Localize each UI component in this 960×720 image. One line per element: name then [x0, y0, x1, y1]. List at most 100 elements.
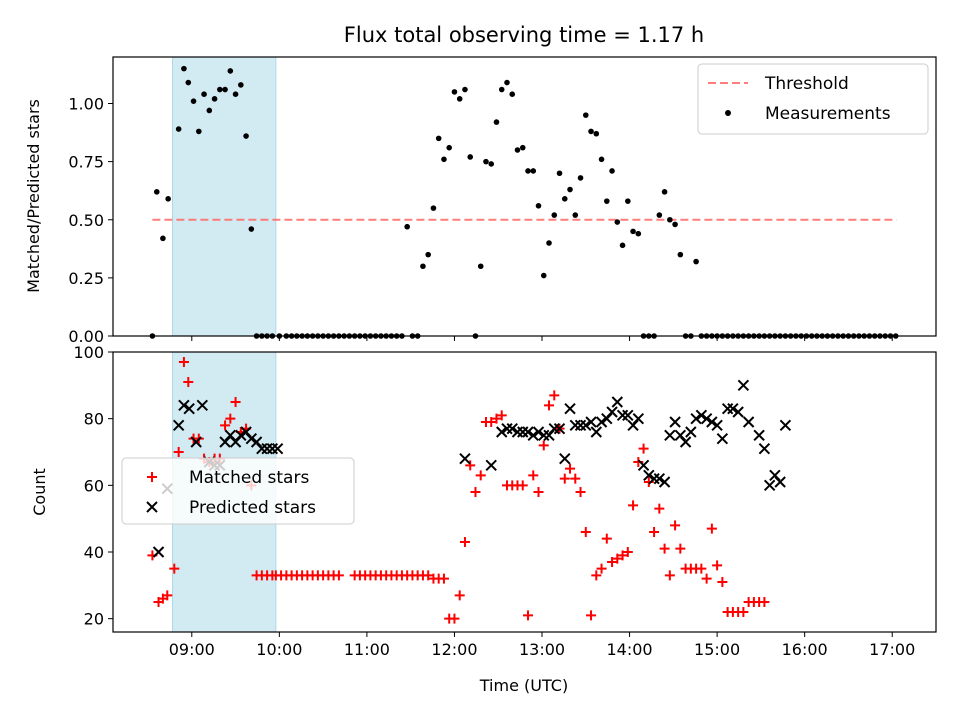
- measurement-point: [582, 112, 589, 118]
- predicted-stars-point: [716, 432, 729, 445]
- predicted-stars-point: [737, 379, 750, 392]
- measurement-point: [488, 161, 495, 167]
- predicted-stars-point: [706, 416, 718, 428]
- predicted-stars-point: [611, 396, 624, 408]
- measurement-point: [535, 203, 542, 209]
- predicted-stars-point: [690, 412, 702, 425]
- predicted-stars-point: [648, 472, 660, 485]
- y-tick-label: 0.50: [68, 211, 104, 230]
- y-tick-label: 100: [73, 343, 104, 362]
- matched-stars-point: [486, 417, 497, 427]
- x-tick-label: 09:00: [169, 640, 215, 659]
- predicted-stars-point: [711, 419, 723, 432]
- measurement-point: [243, 133, 249, 139]
- predicted-stars-point: [580, 419, 592, 432]
- matched-stars-point: [570, 473, 581, 484]
- matched-stars-point: [580, 527, 591, 537]
- matched-stars-point: [475, 470, 486, 481]
- predicted-stars-point: [152, 546, 165, 558]
- measurement-point: [546, 240, 552, 246]
- matched-stars-point: [225, 413, 236, 424]
- matched-stars-point: [544, 400, 555, 411]
- predicted-stars-point: [643, 469, 655, 482]
- matched-stars-point: [670, 520, 681, 531]
- measurement-point: [630, 228, 636, 235]
- measurement-point: [493, 119, 500, 125]
- matched-stars-point: [617, 550, 628, 561]
- x-tick-label: 11:00: [344, 640, 390, 659]
- matched-stars-point: [575, 487, 586, 497]
- predicted-stars-point: [235, 429, 247, 442]
- y-tick-label: 80: [84, 410, 104, 429]
- matched-stars-point: [220, 420, 231, 431]
- legend-predicted-swatch: [146, 501, 158, 513]
- measurement-point: [441, 156, 447, 163]
- matched-stars-point: [523, 610, 534, 621]
- predicted-stars-point: [727, 402, 739, 415]
- predicted-stars-point: [245, 432, 258, 445]
- matched-stars-point: [178, 357, 189, 367]
- predicted-stars-point: [685, 426, 697, 438]
- predicted-stars-point: [763, 479, 776, 492]
- y-tick-label: 0.75: [68, 153, 104, 172]
- matched-stars-point: [738, 607, 749, 617]
- matched-stars-point: [169, 563, 180, 574]
- predicted-stars-point: [622, 409, 634, 422]
- measurement-point: [467, 154, 474, 160]
- legend: Threshold Measurements: [697, 63, 929, 135]
- predicted-stars-point: [664, 429, 676, 442]
- matched-stars-point: [565, 463, 576, 474]
- measurement-point: [462, 86, 468, 93]
- predicted-stars-point: [532, 426, 545, 438]
- predicted-stars-point: [637, 459, 650, 472]
- matched-stars-point: [712, 560, 723, 571]
- matched-stars-point: [533, 487, 544, 497]
- measurement-point: [609, 168, 615, 174]
- measurement-point: [456, 96, 463, 102]
- matched-stars-point: [664, 570, 675, 581]
- predicted-stars-point: [721, 402, 734, 415]
- legend: Matched stars Predicted stars: [121, 457, 355, 525]
- x-tick-label: 10:00: [256, 640, 302, 659]
- matched-stars-point: [706, 523, 717, 534]
- matched-stars-point: [612, 553, 623, 564]
- measurement-point: [656, 212, 663, 218]
- matched-stars-point: [423, 570, 434, 581]
- measurement-point: [211, 96, 218, 102]
- bottom-y-axis-label: Count: [30, 468, 49, 516]
- predicted-stars-point: [271, 442, 284, 455]
- legend-label: Measurements: [765, 104, 891, 124]
- legend-measurements-swatch: [725, 110, 731, 116]
- measurement-point: [514, 147, 521, 153]
- measurement-point: [477, 263, 484, 270]
- axes-frame: [112, 351, 937, 633]
- predicted-stars-point: [522, 426, 534, 438]
- predicted-stars-point: [700, 412, 713, 425]
- predicted-stars-point: [538, 429, 550, 442]
- matched-stars-point: [230, 397, 241, 407]
- y-tick-label: 20: [84, 610, 104, 629]
- measurement-point: [232, 91, 239, 97]
- matched-stars-point: [517, 480, 528, 491]
- measurement-point: [430, 205, 437, 211]
- measurement-point: [677, 251, 684, 258]
- measurement-point: [509, 91, 516, 97]
- predicted-stars-point: [758, 442, 771, 455]
- matched-stars-point: [491, 413, 502, 424]
- y-tick-label: 0.00: [68, 327, 104, 346]
- predicted-stars-point: [679, 436, 692, 448]
- measurement-point: [504, 79, 510, 86]
- measurement-point: [238, 82, 244, 88]
- matched-stars-point: [701, 573, 712, 584]
- measurement-point: [165, 196, 171, 202]
- matched-stars-point: [162, 590, 173, 601]
- measurement-point: [667, 216, 673, 223]
- predicted-stars-point: [653, 472, 666, 485]
- predicted-stars-point: [779, 419, 792, 432]
- predicted-stars-point: [632, 412, 645, 425]
- matched-stars-point: [496, 410, 507, 421]
- predicted-stars-point: [606, 406, 618, 418]
- measurement-point: [160, 235, 166, 242]
- legend-label: Matched stars: [189, 468, 309, 488]
- matched-stars-point: [696, 563, 707, 574]
